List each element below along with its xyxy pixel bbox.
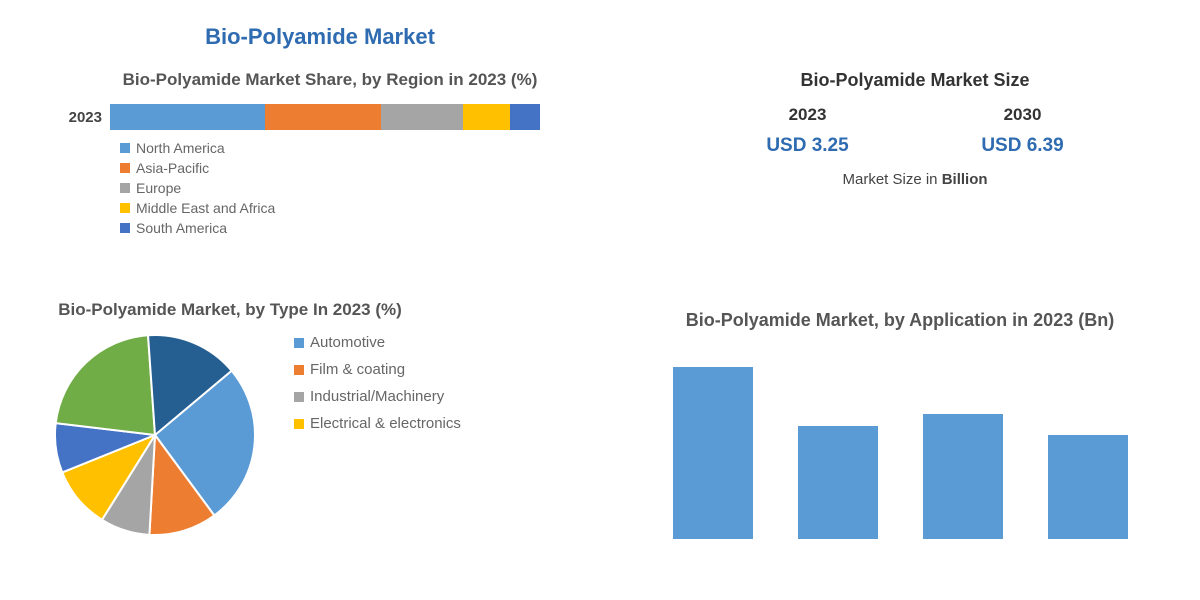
legend-label: Industrial/Machinery (310, 388, 444, 405)
region-legend-item-2: Europe (120, 180, 340, 196)
type-legend-item-3: Electrical & electronics (294, 415, 461, 432)
region-legend-item-0: North America (120, 140, 340, 156)
page-main-title: Bio-Polyamide Market (110, 24, 530, 50)
type-pie-chart: Bio-Polyamide Market, by Type In 2023 (%… (50, 300, 610, 560)
legend-swatch-icon (120, 183, 130, 193)
market-size-title: Bio-Polyamide Market Size (700, 70, 1130, 91)
region-share-chart: Bio-Polyamide Market Share, by Region in… (60, 70, 600, 240)
region-segment-4 (510, 104, 540, 130)
region-legend-item-3: Middle East and Africa (120, 200, 340, 216)
region-segment-0 (110, 104, 265, 130)
market-size-value-1: USD 6.39 (926, 135, 1120, 157)
legend-swatch-icon (294, 392, 304, 402)
application-bar-2 (923, 414, 1003, 539)
region-stacked-bar (110, 104, 540, 130)
market-size-panel: Bio-Polyamide Market Size 2023 USD 3.25 … (700, 70, 1130, 188)
application-chart-title: Bio-Polyamide Market, by Application in … (640, 310, 1160, 331)
market-size-year-1: 2030 (926, 105, 1120, 125)
region-stacked-bar-row: 2023 (60, 104, 600, 130)
market-size-unit-bold: Billion (942, 171, 988, 188)
legend-swatch-icon (120, 203, 130, 213)
type-chart-title: Bio-Polyamide Market, by Type In 2023 (%… (50, 300, 410, 320)
region-legend-item-4: South America (120, 220, 340, 236)
type-legend-item-2: Industrial/Machinery (294, 388, 461, 405)
region-segment-2 (381, 104, 463, 130)
pie-container (50, 330, 280, 560)
legend-swatch-icon (120, 223, 130, 233)
legend-label: Middle East and Africa (136, 200, 275, 216)
market-size-unit: Market Size in Billion (700, 171, 1130, 188)
region-chart-title: Bio-Polyamide Market Share, by Region in… (60, 70, 600, 90)
region-segment-1 (265, 104, 381, 130)
application-bars-area (640, 349, 1160, 539)
legend-label: Automotive (310, 334, 385, 351)
type-legend: Automotive Film & coating Industrial/Machi… (294, 334, 487, 560)
legend-swatch-icon (294, 419, 304, 429)
legend-label: Film & coating (310, 361, 405, 378)
legend-label: Europe (136, 180, 181, 196)
market-size-value-0: USD 3.25 (711, 135, 905, 157)
pie-svg (50, 330, 260, 540)
pie-slice-5 (56, 335, 155, 435)
legend-swatch-icon (294, 338, 304, 348)
legend-label: North America (136, 140, 225, 156)
application-bar-0 (673, 367, 753, 539)
legend-swatch-icon (120, 163, 130, 173)
application-bar-chart: Bio-Polyamide Market, by Application in … (640, 310, 1160, 539)
market-size-unit-prefix: Market Size in (842, 171, 941, 188)
region-legend-item-1: Asia-Pacific (120, 160, 340, 176)
legend-label: South America (136, 220, 227, 236)
region-segment-3 (463, 104, 510, 130)
region-legend: North America Asia-Pacific Europe Middle Ea… (120, 140, 600, 240)
application-bar-3 (1048, 435, 1128, 540)
legend-label: Asia-Pacific (136, 160, 209, 176)
legend-swatch-icon (120, 143, 130, 153)
market-size-col-2030: 2030 USD 6.39 (926, 105, 1120, 157)
type-legend-item-0: Automotive (294, 334, 461, 351)
market-size-year-0: 2023 (711, 105, 905, 125)
legend-swatch-icon (294, 365, 304, 375)
application-bar-1 (798, 426, 878, 539)
market-size-col-2023: 2023 USD 3.25 (711, 105, 905, 157)
type-legend-item-1: Film & coating (294, 361, 461, 378)
legend-label: Electrical & electronics (310, 415, 461, 432)
region-year-label: 2023 (60, 109, 110, 126)
